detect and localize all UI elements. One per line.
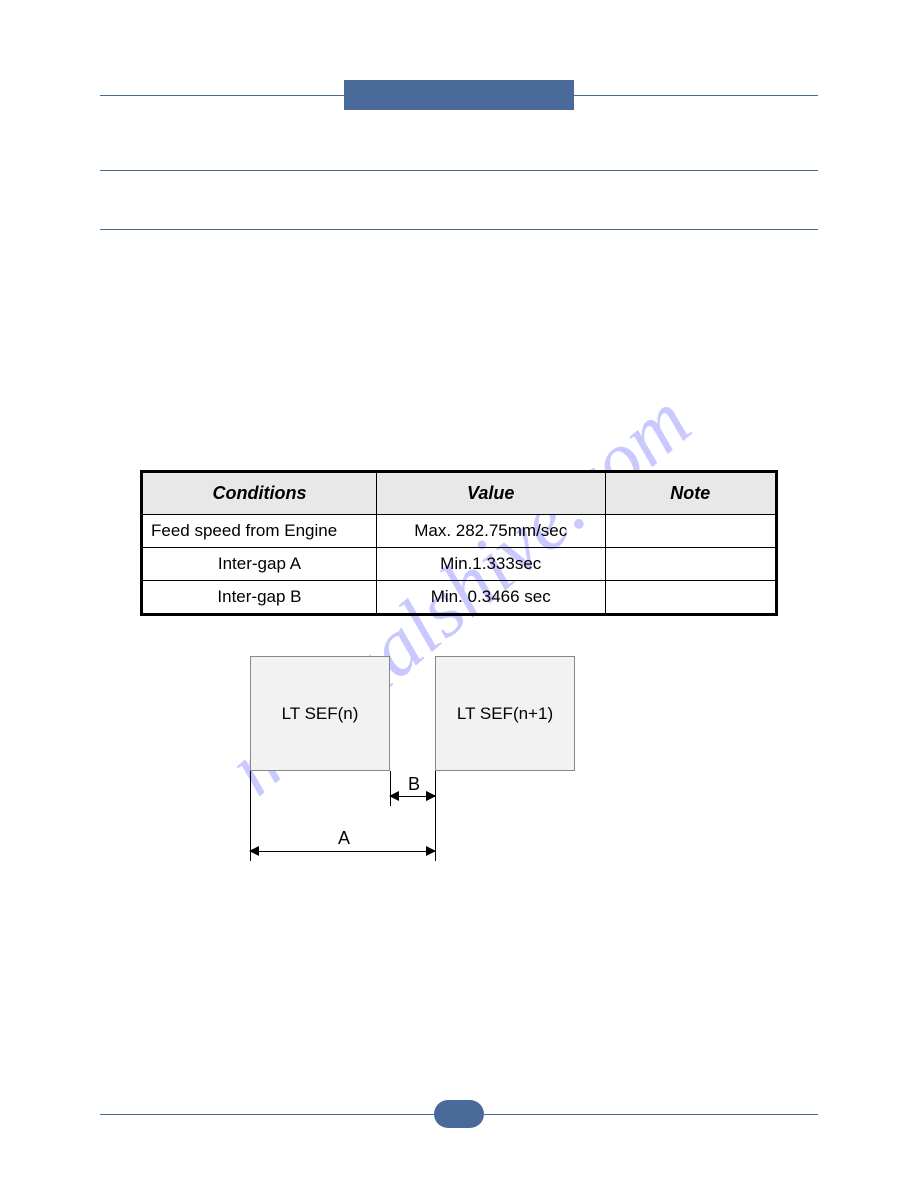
th-conditions: Conditions xyxy=(142,472,377,515)
table-row: Feed speed from Engine Max. 282.75mm/sec xyxy=(142,515,777,548)
conditions-table: Conditions Value Note Feed speed from En… xyxy=(140,470,778,616)
cell-conditions: Feed speed from Engine xyxy=(142,515,377,548)
table-row: Inter-gap A Min.1.333sec xyxy=(142,548,777,581)
section-rules xyxy=(100,170,818,230)
header-badge xyxy=(344,80,574,110)
th-note: Note xyxy=(605,472,776,515)
cell-note xyxy=(605,548,776,581)
rule-left xyxy=(100,95,344,96)
diagram-box-left: LT SEF(n) xyxy=(250,656,390,771)
arrow-icon xyxy=(389,791,399,801)
intergap-diagram: LT SEF(n) LT SEF(n+1) B A xyxy=(250,656,610,916)
table-header-row: Conditions Value Note xyxy=(142,472,777,515)
rule-left xyxy=(100,1114,434,1115)
rule-right xyxy=(484,1114,818,1115)
cell-note xyxy=(605,515,776,548)
page-number-badge xyxy=(434,1100,484,1128)
footer-rule xyxy=(100,1100,818,1128)
cell-note xyxy=(605,581,776,615)
dimension-label-a: A xyxy=(338,828,350,849)
cell-conditions: Inter-gap B xyxy=(142,581,377,615)
dimension-a xyxy=(250,851,435,852)
cell-value: Min.1.333sec xyxy=(376,548,605,581)
dimension-label-b: B xyxy=(408,774,420,795)
cell-value: Min. 0.3466 sec xyxy=(376,581,605,615)
th-value: Value xyxy=(376,472,605,515)
page-content: Conditions Value Note Feed speed from En… xyxy=(0,0,918,916)
table-row: Inter-gap B Min. 0.3466 sec xyxy=(142,581,777,615)
rule-right xyxy=(574,95,818,96)
diagram-box-right: LT SEF(n+1) xyxy=(435,656,575,771)
cell-conditions: Inter-gap A xyxy=(142,548,377,581)
cell-value: Max. 282.75mm/sec xyxy=(376,515,605,548)
header-rule xyxy=(100,80,818,110)
conditions-table-wrap: Conditions Value Note Feed speed from En… xyxy=(140,470,778,616)
